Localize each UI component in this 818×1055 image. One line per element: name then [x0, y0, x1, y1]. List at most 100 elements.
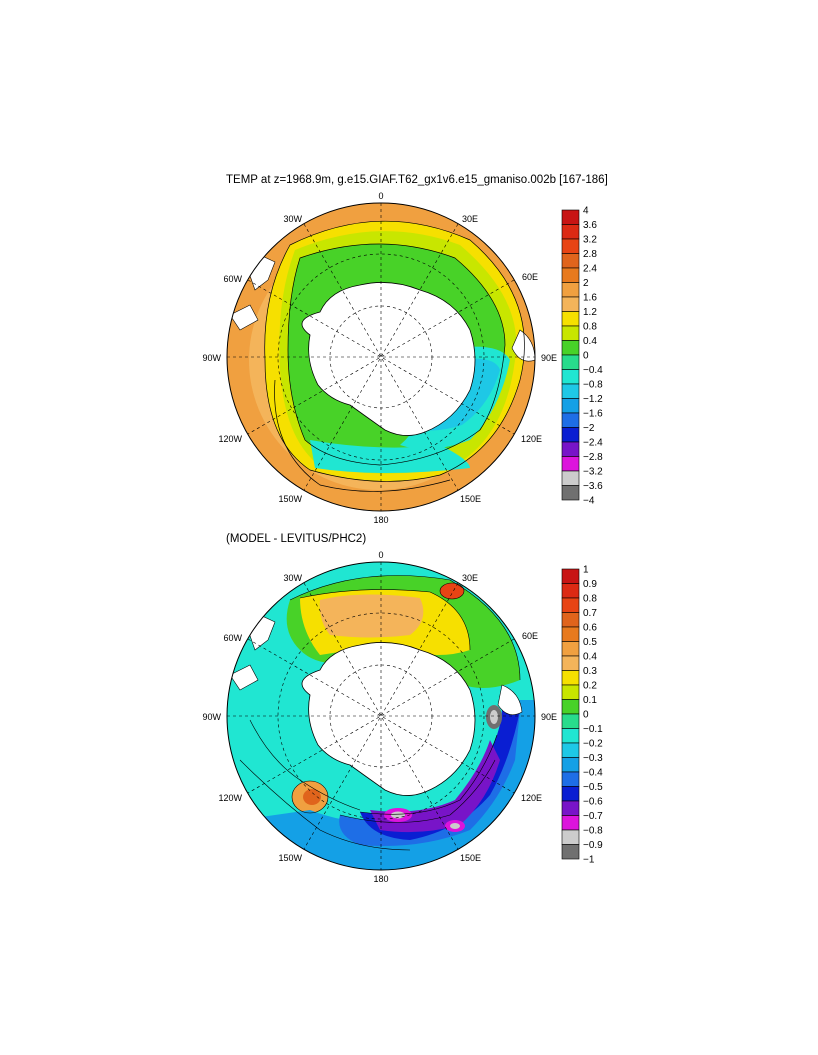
colorbar-swatch [561, 829, 580, 845]
colorbar-tick-label: 0.5 [583, 637, 597, 648]
colorbar-swatch [561, 412, 580, 428]
lon-label: 30E [462, 214, 478, 224]
colorbar-tick-label: 0 [583, 351, 589, 362]
colorbar-tick-label: −1.2 [583, 394, 603, 405]
lon-label: 180 [373, 515, 388, 525]
lon-label: 30E [462, 573, 478, 583]
colorbar-tick-label: 3.6 [583, 220, 597, 231]
difference-map [227, 562, 535, 870]
lon-label: 0 [378, 191, 383, 201]
colorbar-swatch [561, 815, 580, 831]
colorbar-swatch [561, 253, 580, 269]
lon-label: 90W [202, 712, 221, 722]
lon-label: 150W [278, 853, 302, 863]
lon-label: 90E [541, 353, 557, 363]
colorbar-tick-label: −0.2 [583, 739, 603, 750]
lon-label: 30W [283, 573, 302, 583]
colorbar-tick-label: 0 [583, 710, 589, 721]
colorbar-tick-label: −2 [583, 423, 595, 434]
colorbar-tick-label: −2.4 [583, 438, 603, 449]
lon-label: 90E [541, 712, 557, 722]
colorbar-tick-label: −3.6 [583, 481, 603, 492]
difference-panel-title: (MODEL - LEVITUS/PHC2) [226, 533, 366, 545]
colorbar-tick-label: −0.8 [583, 380, 603, 391]
colorbar-swatch [561, 311, 580, 327]
lon-label: 90W [202, 353, 221, 363]
colorbar-swatch [561, 568, 580, 584]
lon-label: 0 [378, 550, 383, 560]
colorbar-swatch [561, 441, 580, 457]
colorbar-swatch [561, 699, 580, 715]
colorbar-tick-label: 0.6 [583, 623, 597, 634]
difference-panel: (MODEL - LEVITUS/PHC2) [202, 533, 603, 884]
colorbar-tick-label: 0.7 [583, 608, 597, 619]
lon-label: 150E [460, 853, 481, 863]
colorbar-tick-label: −1.6 [583, 409, 603, 420]
temperature-panel: TEMP at z=1968.9m, g.e15.GIAF.T62_gx1v6.… [202, 174, 607, 525]
colorbar-swatch [561, 844, 580, 860]
colorbar-tick-label: −1 [583, 855, 595, 866]
lon-label: 60W [223, 633, 242, 643]
colorbar-swatch [561, 224, 580, 240]
colorbar-tick-label: −4 [583, 496, 595, 507]
colorbar-swatch [561, 427, 580, 443]
lon-label: 120E [521, 793, 542, 803]
lon-label: 60E [522, 631, 538, 641]
colorbar-tick-label: 2.4 [583, 264, 597, 275]
colorbar-tick-label: 0.3 [583, 666, 597, 677]
lon-label: 60W [223, 274, 242, 284]
lon-label: 120W [218, 793, 242, 803]
colorbar-swatch [561, 340, 580, 356]
colorbar-tick-label: 4 [583, 206, 589, 217]
colorbar-swatch [561, 641, 580, 657]
colorbar-swatch [561, 583, 580, 599]
colorbar-tick-label: −2.8 [583, 452, 603, 463]
colorbar-tick-label: −0.9 [583, 840, 603, 851]
colorbar-tick-label: −0.1 [583, 724, 603, 735]
colorbar-swatch [561, 786, 580, 802]
lon-label: 120E [521, 434, 542, 444]
colorbar-swatch [561, 655, 580, 671]
colorbar-swatch [561, 238, 580, 254]
temperature-colorbar: 4 3.6 3.2 2.8 2.4 2 1.6 1.2 0.8 0.4 0 −0.4 −0.8 −1.2 −… [561, 206, 603, 507]
colorbar-swatch [561, 670, 580, 686]
colorbar-tick-label: 0.4 [583, 336, 597, 347]
colorbar-tick-label: 0.2 [583, 681, 597, 692]
colorbar-swatch [561, 282, 580, 298]
colorbar-tick-label: 0.1 [583, 695, 597, 706]
colorbar-tick-label: 0.4 [583, 652, 597, 663]
colorbar-swatch [561, 771, 580, 787]
colorbar-tick-label: −0.6 [583, 797, 603, 808]
colorbar-swatch [561, 456, 580, 472]
colorbar-tick-label: −0.5 [583, 782, 603, 793]
colorbar-tick-label: −0.4 [583, 768, 603, 779]
difference-colorbar: 1 0.9 0.8 0.7 0.6 0.5 0.4 0.3 0.2 0.1 0 −0.1 −0.2 −0.… [561, 565, 603, 866]
colorbar-swatch [561, 354, 580, 370]
colorbar-tick-label: −0.3 [583, 753, 603, 764]
lon-label: 150E [460, 494, 481, 504]
colorbar-tick-label: 2 [583, 278, 589, 289]
colorbar-swatch [561, 713, 580, 729]
difference-longitude-labels: 0 30E 60E 90E 120E 150E 180 150W 120W 90… [202, 550, 557, 884]
colorbar-tick-label: 0.8 [583, 322, 597, 333]
temperature-longitude-labels: 0 30E 60E 90E 120E 150E 180 150W 120W 90… [202, 191, 557, 525]
lon-label: 150W [278, 494, 302, 504]
temperature-panel-title: TEMP at z=1968.9m, g.e15.GIAF.T62_gx1v6.… [226, 174, 608, 186]
colorbar-tick-label: −3.2 [583, 467, 603, 478]
colorbar-swatch [561, 325, 580, 341]
temperature-map [227, 203, 535, 511]
lon-label: 120W [218, 434, 242, 444]
colorbar-tick-label: 1 [583, 565, 589, 576]
lon-label: 30W [283, 214, 302, 224]
colorbar-tick-label: 0.9 [583, 579, 597, 590]
colorbar-tick-label: −0.4 [583, 365, 603, 376]
colorbar-tick-label: 1.2 [583, 307, 597, 318]
colorbar-swatch [561, 296, 580, 312]
colorbar-swatch [561, 383, 580, 399]
colorbar-swatch [561, 470, 580, 486]
colorbar-swatch [561, 684, 580, 700]
colorbar-tick-label: −0.8 [583, 826, 603, 837]
colorbar-swatch [561, 626, 580, 642]
colorbar-swatch [561, 209, 580, 225]
lon-label: 180 [373, 874, 388, 884]
